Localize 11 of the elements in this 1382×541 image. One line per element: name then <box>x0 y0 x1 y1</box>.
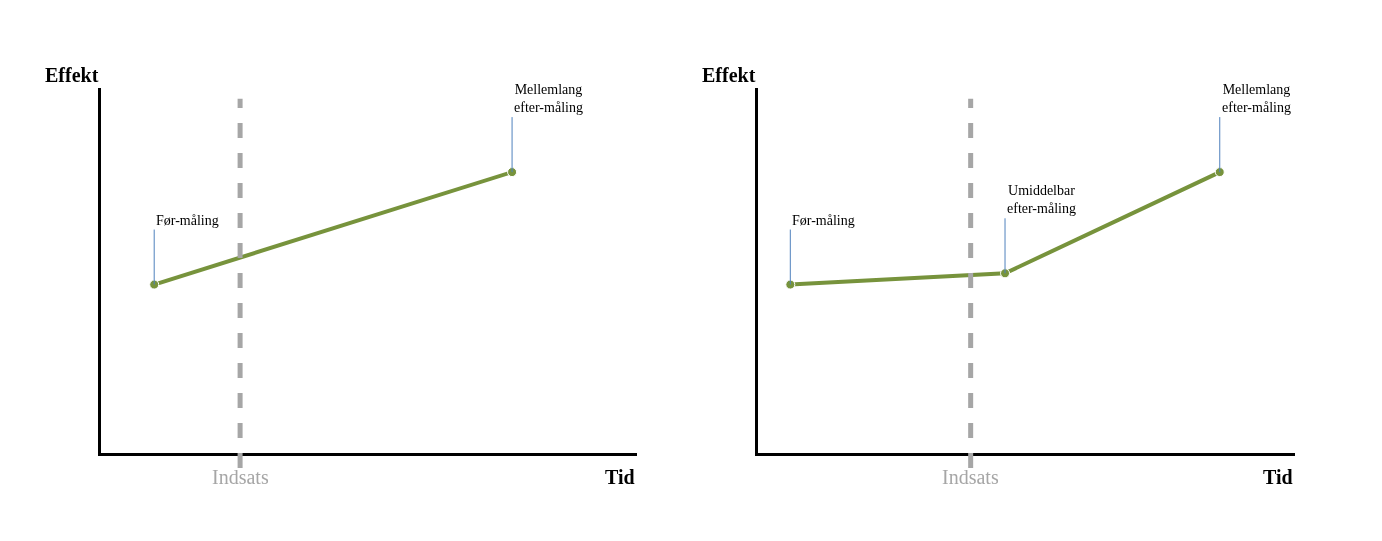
x-axis-title: Tid <box>1263 466 1293 488</box>
text: Indsats <box>212 466 269 488</box>
text: Mellemlang efter-måling <box>514 82 583 116</box>
annotation: Umiddelbar efter-måling <box>1007 183 1076 217</box>
x-axis-title: Tid <box>605 466 635 488</box>
text: Indsats <box>942 466 999 488</box>
annotation: Før-måling <box>792 213 855 228</box>
y-axis-title: Effekt <box>702 64 756 86</box>
annotation: Før-måling <box>156 213 219 228</box>
y-axis-title: Effekt <box>45 64 99 86</box>
text: Mellemlang efter-måling <box>1222 82 1291 116</box>
